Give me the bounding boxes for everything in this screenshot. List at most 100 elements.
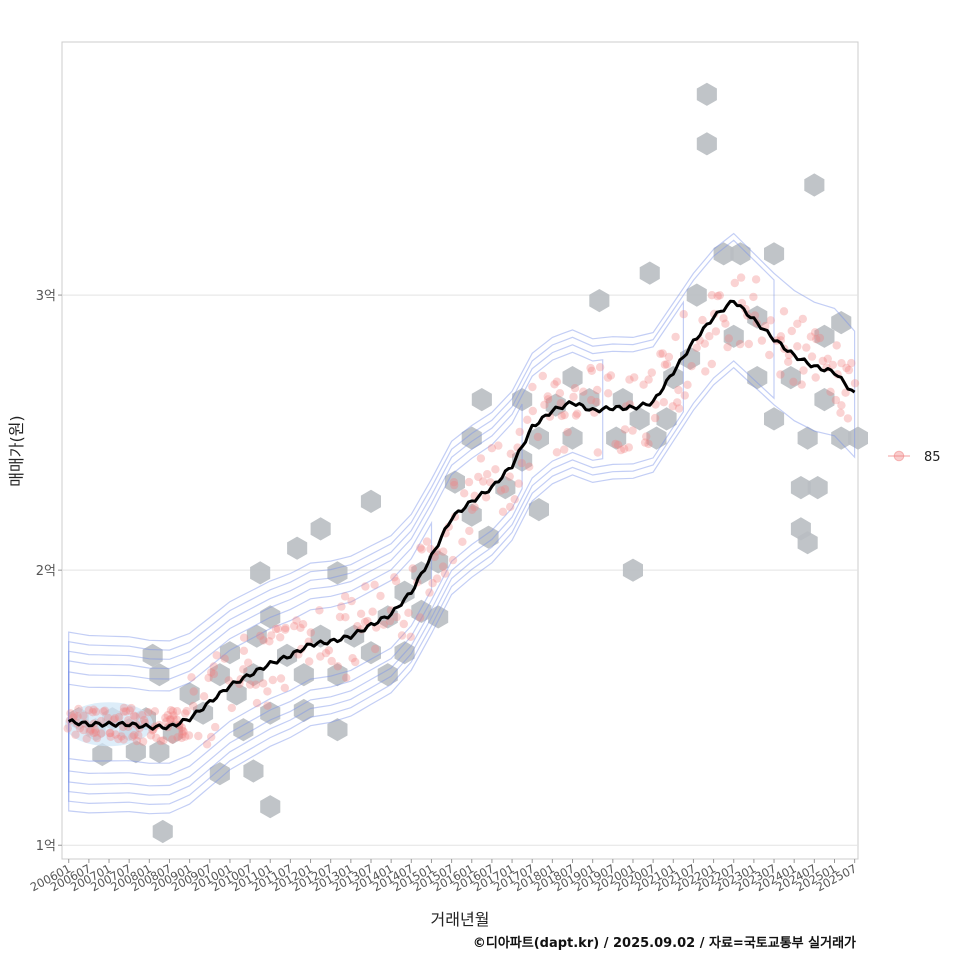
data-point [132, 736, 142, 746]
data-point [340, 592, 350, 601]
data-point [211, 722, 220, 732]
data-point [165, 715, 175, 724]
data-point [92, 733, 102, 743]
data-point [390, 573, 399, 582]
data-point [177, 733, 186, 743]
data-point [474, 472, 483, 482]
data-point [711, 327, 721, 336]
data-point [280, 683, 289, 693]
hexbin-cell [377, 663, 398, 687]
data-point [119, 735, 128, 744]
data-point [194, 731, 203, 741]
hexbin-cell [360, 641, 381, 665]
data-point [587, 366, 596, 375]
data-point [138, 737, 148, 746]
data-point [724, 334, 733, 343]
data-point [173, 733, 182, 742]
data-point [751, 275, 761, 284]
data-point [178, 729, 187, 739]
data-point [606, 371, 616, 380]
data-point [662, 360, 672, 369]
data-point [625, 375, 634, 384]
hexbin-cell [764, 407, 785, 431]
data-point [730, 278, 739, 288]
density-contour [68, 300, 684, 796]
data-point [673, 398, 682, 407]
hexbin-cell [310, 517, 331, 541]
data-point [639, 380, 648, 389]
data-point [189, 687, 198, 696]
hexbin-cell [260, 795, 281, 819]
data-point [124, 716, 133, 725]
data-point [674, 404, 684, 413]
data-point [811, 373, 820, 382]
data-point [680, 391, 689, 400]
data-point [802, 343, 811, 352]
data-point [505, 472, 514, 481]
data-point [106, 732, 115, 741]
data-point [644, 375, 653, 384]
hexbin-cell [807, 476, 828, 500]
data-point [776, 370, 785, 379]
data-point [640, 438, 650, 447]
data-point [117, 732, 126, 741]
data-point [408, 564, 417, 573]
data-point [169, 714, 178, 723]
data-point [276, 674, 286, 683]
legend-label: 85 [924, 450, 941, 465]
data-point [89, 728, 98, 738]
data-point [593, 385, 602, 395]
data-point [464, 477, 474, 487]
data-point [789, 377, 798, 386]
hexbin-cell [747, 366, 768, 390]
data-point [560, 410, 569, 420]
data-point [812, 335, 821, 344]
data-point [528, 406, 537, 416]
data-point [152, 733, 161, 742]
density-contour [68, 232, 856, 815]
data-point [586, 363, 595, 373]
legend-point-icon [893, 450, 905, 462]
data-point [163, 711, 172, 720]
hexbin-cell [149, 663, 170, 687]
data-point [506, 449, 515, 458]
trend-line-layer [67, 299, 856, 731]
hexbin-cell [428, 605, 449, 629]
data-point [543, 395, 553, 404]
data-point [432, 574, 442, 583]
data-point [399, 619, 408, 629]
legend: 85 [888, 450, 941, 465]
data-point [569, 392, 578, 402]
data-point [168, 707, 177, 716]
data-point [571, 411, 581, 420]
data-point [550, 380, 559, 389]
data-point [552, 448, 562, 457]
data-point [837, 359, 846, 368]
data-point [315, 606, 324, 615]
hexbin-cell [747, 305, 768, 329]
data-point [416, 543, 425, 552]
data-point [187, 673, 196, 682]
density-contour [68, 239, 775, 806]
data-point [379, 620, 388, 629]
data-point [705, 332, 714, 341]
hexbin-cell [193, 701, 214, 725]
data-point [172, 707, 182, 716]
data-point [736, 273, 746, 282]
data-point [159, 736, 168, 745]
data-point [166, 706, 176, 715]
density-contour [68, 403, 523, 776]
data-point [263, 701, 272, 710]
data-point [114, 734, 123, 744]
x-axis-title: 거래년월 [431, 910, 490, 929]
data-point [376, 591, 385, 601]
data-point [556, 399, 565, 408]
data-point [227, 703, 236, 713]
data-point [85, 727, 95, 736]
data-point [161, 713, 170, 722]
data-point [181, 709, 190, 718]
data-point [592, 397, 601, 407]
data-point [664, 352, 674, 362]
data-point [172, 715, 182, 724]
